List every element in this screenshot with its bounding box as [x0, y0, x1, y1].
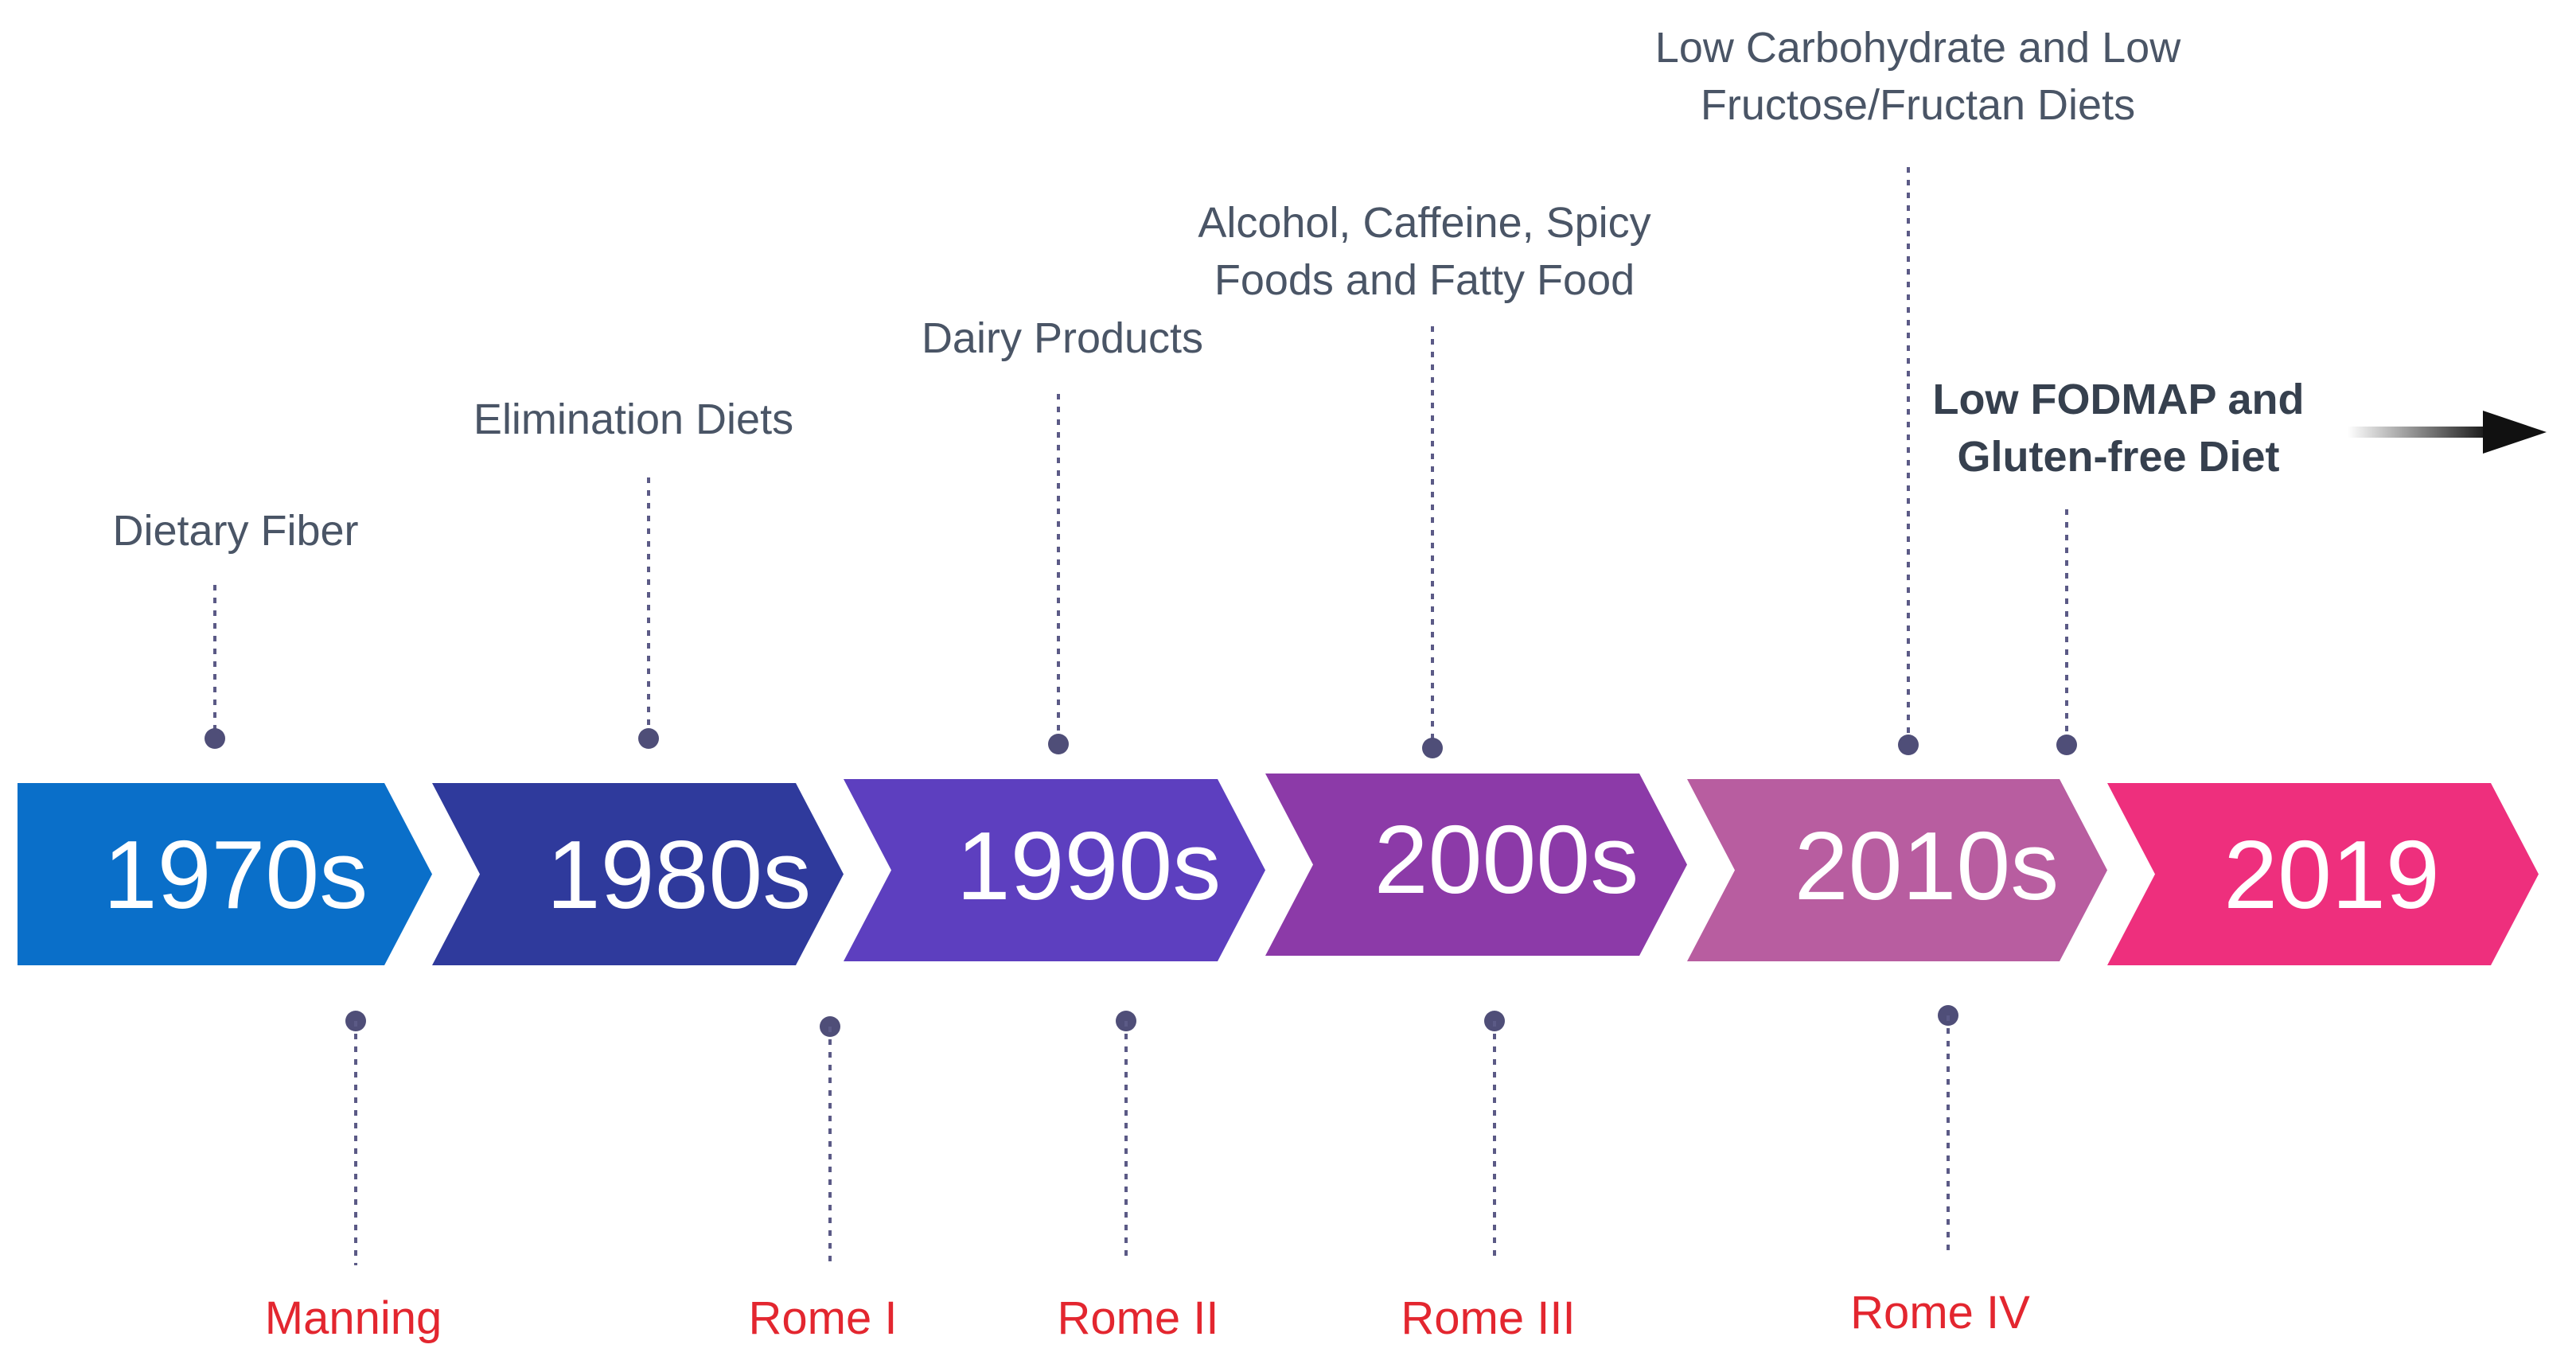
diet-marker-dot	[2056, 735, 2077, 755]
era-chevron-1970s	[18, 783, 432, 965]
era-label-1980s: 1980s	[547, 820, 811, 929]
criteria-label: Rome I	[749, 1292, 898, 1344]
era-label-1990s: 1990s	[957, 812, 1221, 920]
era-chevron-2000s	[1265, 774, 1687, 956]
diet-marker-dot	[1422, 738, 1443, 758]
diet-marker-dot	[1048, 734, 1069, 754]
criteria-label: Rome IV	[1850, 1287, 2030, 1339]
criteria-label: Manning	[265, 1292, 442, 1344]
diet-event-label: Dairy Products	[922, 314, 1203, 362]
diet-event-label: Alcohol, Caffeine, Spicy Foods and Fatty …	[1198, 199, 1650, 304]
era-chevron-1980s	[432, 783, 844, 965]
era-chevron-2019	[2107, 783, 2539, 965]
diet-event-label: Dietary Fiber	[112, 507, 358, 555]
diet-marker-dot	[205, 728, 225, 749]
future-arrow	[2348, 411, 2547, 454]
era-chevron-2010s	[1687, 779, 2107, 961]
diet-marker-dot	[1898, 735, 1919, 755]
era-label-2019: 2019	[2223, 820, 2439, 929]
diet-marker-dot	[638, 728, 659, 749]
era-chevrons: 1970s 1980s 1990s 2000s 2010s 2019	[18, 774, 2539, 965]
criteria-label: Rome III	[1401, 1292, 1575, 1344]
leader-lines	[205, 167, 2077, 1265]
diet-event-label: Low Carbohydrate and Low Fructose/Fructan…	[1655, 24, 2181, 129]
diet-event-label: Elimination Diets	[474, 396, 793, 443]
era-chevron-1990s	[844, 779, 1265, 961]
criteria-labels: Manning Rome I Rome II Rome III Rome IV	[265, 1287, 2030, 1344]
diet-event-label: Low FODMAP and Gluten-free Diet	[1933, 376, 2305, 481]
era-label-2010s: 2010s	[1795, 812, 2059, 920]
era-label-2000s: 2000s	[1374, 805, 1639, 914]
diet-labels: Dietary Fiber Elimination Diets Dairy Prod…	[112, 24, 2304, 555]
era-label-1970s: 1970s	[103, 820, 368, 929]
criteria-label: Rome II	[1057, 1292, 1218, 1344]
